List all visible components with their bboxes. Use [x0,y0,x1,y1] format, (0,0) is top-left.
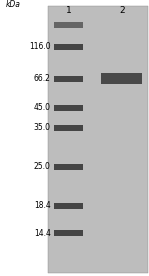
Text: 2: 2 [119,6,125,15]
Bar [54,22,83,28]
Text: 1: 1 [66,6,71,15]
Bar [54,125,83,131]
Bar [54,203,83,209]
Text: 14.4: 14.4 [34,229,51,238]
Bar [54,230,83,236]
Text: 66.2: 66.2 [34,74,51,83]
Bar [54,76,83,82]
Text: 116.0: 116.0 [29,43,51,51]
Bar [54,105,83,111]
Text: 45.0: 45.0 [34,103,51,112]
Text: 25.0: 25.0 [34,163,51,171]
Bar [101,73,142,84]
Text: 18.4: 18.4 [34,201,51,210]
Text: kDa: kDa [6,0,21,9]
Bar [54,44,83,50]
Bar [48,6,148,273]
Text: 35.0: 35.0 [34,123,51,132]
Bar [54,164,83,170]
